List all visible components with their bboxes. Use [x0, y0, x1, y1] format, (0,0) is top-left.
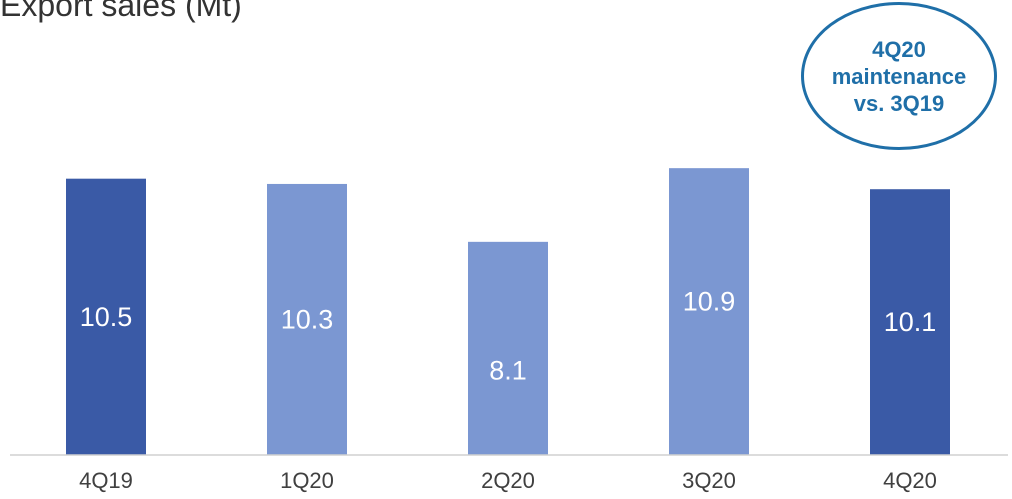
data-label-4Q20: 10.1	[884, 307, 937, 337]
x-tick-label-3Q20: 3Q20	[682, 468, 736, 493]
data-label-3Q20: 10.9	[683, 287, 736, 317]
bars-layer	[66, 168, 950, 456]
annotation-callout: 4Q20 maintenance vs. 3Q19	[801, 2, 997, 150]
chart-title: Export sales (Mt)	[0, 0, 242, 23]
data-label-4Q19: 10.5	[80, 302, 133, 332]
labels-layer: 10.5 4Q19 10.3 1Q20 8.1 2Q20 10.9 3Q20 10.1 4Q20	[79, 287, 937, 493]
bar-4Q19	[66, 178, 146, 455]
x-tick-label-4Q20: 4Q20	[883, 468, 937, 493]
data-label-1Q20: 10.3	[281, 304, 334, 334]
bar-2Q20	[468, 241, 548, 455]
x-tick-label-1Q20: 1Q20	[280, 468, 334, 493]
bar-4Q20	[870, 189, 950, 456]
x-tick-label-4Q19: 4Q19	[79, 468, 133, 493]
data-label-2Q20: 8.1	[489, 355, 527, 385]
annotation-text: 4Q20 maintenance vs. 3Q19	[831, 36, 967, 116]
x-tick-label-2Q20: 2Q20	[481, 468, 535, 493]
bar-3Q20	[669, 168, 749, 455]
bar-1Q20	[267, 183, 347, 455]
